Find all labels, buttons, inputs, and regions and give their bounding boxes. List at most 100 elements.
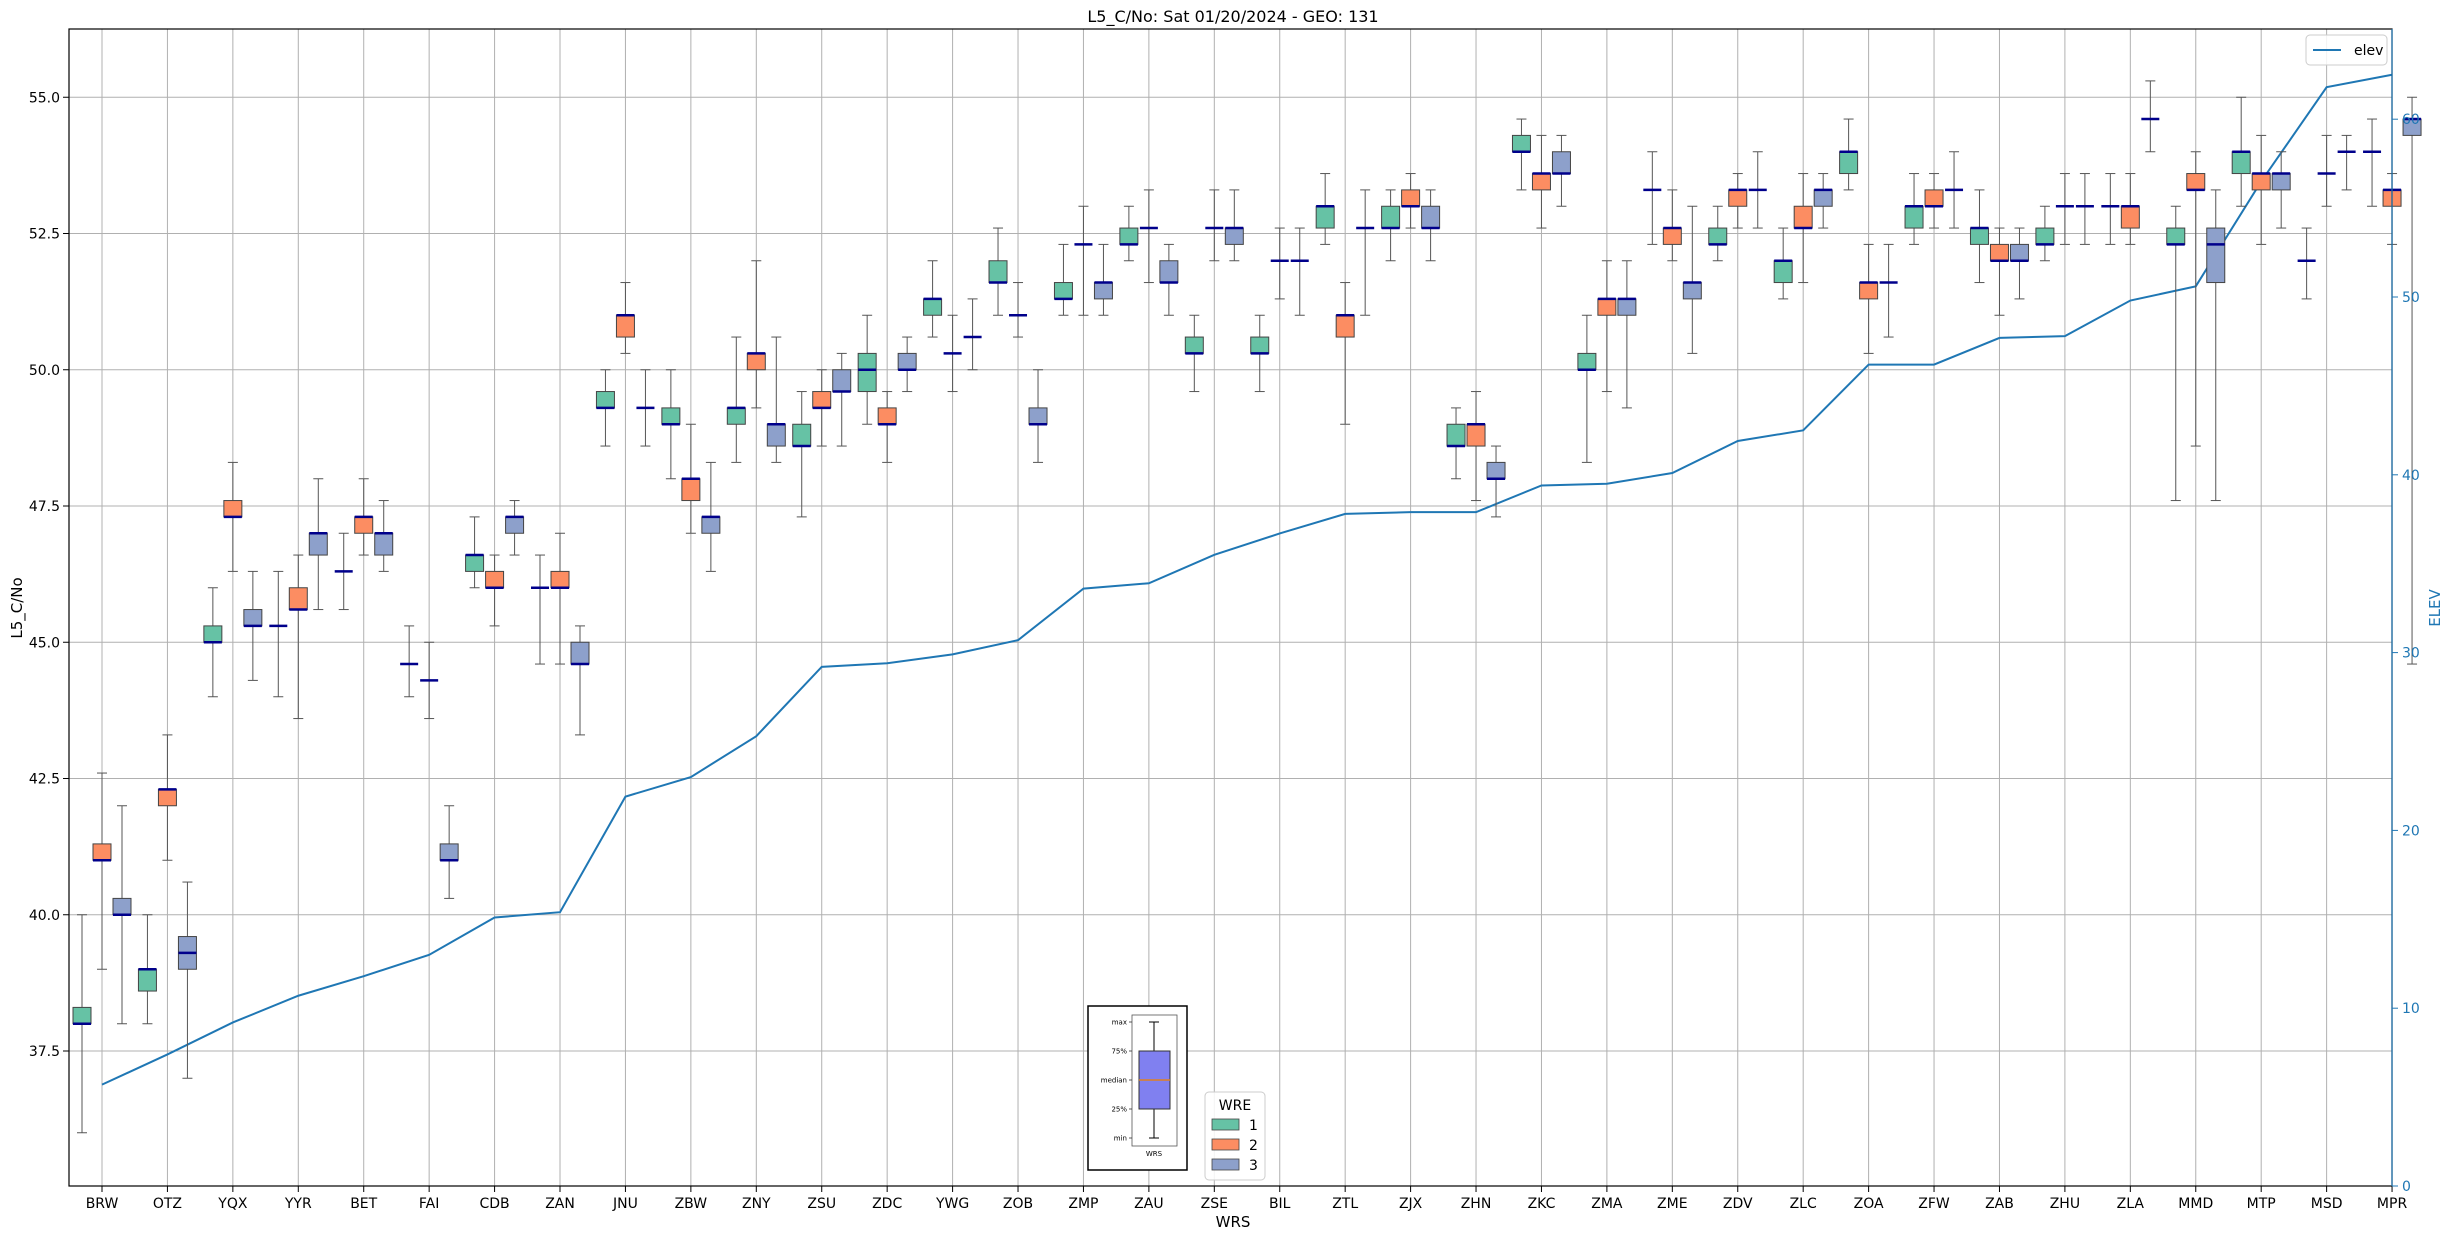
- box-iqr: [1401, 189, 1421, 207]
- box-iqr: [439, 843, 459, 861]
- legend-swatch: [1211, 1118, 1240, 1131]
- elev-line: [101, 73, 2393, 1086]
- x-tick-label: ZHN: [1461, 1196, 1492, 1212]
- x-tick-label: ZOB: [1003, 1196, 1033, 1212]
- box-iqr: [2271, 173, 2291, 191]
- x-tick-label: ZMP: [1068, 1196, 1098, 1212]
- box-iqr: [1466, 423, 1486, 447]
- x-tick-label: ZMA: [1591, 1196, 1623, 1212]
- box-plot-1: [661, 369, 681, 480]
- box-plot-2: [1989, 227, 2009, 316]
- box-plot-2: [1335, 282, 1355, 425]
- box-iqr: [1662, 227, 1682, 245]
- y-tick-label: 40.0: [29, 908, 60, 924]
- box-iqr: [1531, 173, 1551, 191]
- box-plot-3: [766, 336, 786, 463]
- box-plot-2: [485, 554, 505, 627]
- box-plot-3: [1028, 369, 1048, 463]
- box-plot-2: [288, 554, 308, 720]
- y-tick-label: 45.0: [29, 635, 60, 651]
- box-iqr: [1053, 282, 1073, 300]
- box-plot-3: [701, 461, 721, 572]
- elev-legend: elev: [2305, 34, 2388, 66]
- box-plot-1: [1839, 118, 1859, 191]
- box-iqr: [1617, 298, 1637, 316]
- box-iqr: [550, 570, 570, 589]
- box-plot-1: [2297, 227, 2316, 300]
- box-plot-3: [832, 352, 852, 447]
- y2-tick-label: 50: [2402, 290, 2420, 306]
- x-tick-label: ZLC: [1790, 1196, 1817, 1212]
- box-plot-2: [1924, 173, 1944, 229]
- box-plot-2: [1466, 391, 1486, 502]
- box-iqr: [288, 587, 308, 611]
- box-iqr: [570, 641, 590, 665]
- y-axis-right: 0 10 20 30 40 50 60: [2391, 29, 2420, 1195]
- x-tick-label: MTP: [2247, 1196, 2276, 1212]
- x-tick-label: ZAB: [1985, 1196, 2014, 1212]
- box-plot-2: [877, 391, 897, 463]
- box-iqr: [243, 609, 263, 627]
- x-tick-label: ZAU: [1134, 1196, 1163, 1212]
- box-plot-1: [2363, 118, 2382, 207]
- box-iqr: [1813, 189, 1833, 207]
- box-plot-1: [465, 516, 485, 589]
- box-iqr: [1989, 243, 2009, 262]
- box-iqr: [92, 843, 112, 861]
- box-plot-1: [137, 914, 157, 1025]
- x-tick-label: ZKC: [1528, 1196, 1556, 1212]
- box-iqr: [1315, 205, 1335, 229]
- legend-swatch: [1211, 1138, 1240, 1151]
- box-iqr: [1924, 189, 1944, 207]
- elev-series: [101, 73, 2393, 1086]
- box-plot-2: [943, 314, 962, 393]
- box-iqr: [1119, 227, 1139, 245]
- inset-label: max: [1112, 1019, 1127, 1027]
- box-plot-1: [1773, 227, 1793, 300]
- box-iqr: [857, 352, 877, 393]
- box-plot-1: [2166, 205, 2186, 502]
- x-tick-label: ZME: [1657, 1196, 1688, 1212]
- box-iqr: [1224, 227, 1244, 245]
- box-plot-3: [570, 625, 590, 736]
- box-iqr: [2231, 151, 2251, 175]
- box-plot-2: [1205, 189, 1224, 262]
- box-iqr: [615, 314, 635, 338]
- x-tick-label: ZLA: [2117, 1196, 2145, 1212]
- box-iqr: [726, 407, 746, 425]
- box-iqr: [308, 532, 328, 556]
- x-tick-label: ZJX: [1399, 1196, 1423, 1212]
- box-iqr: [1381, 205, 1401, 229]
- legend-label: 2: [1249, 1138, 1258, 1154]
- box-plot-3: [1945, 151, 1964, 229]
- box-plot-1: [857, 314, 877, 425]
- box-plot-3: [1224, 189, 1244, 262]
- x-tick-label: MMD: [2178, 1196, 2213, 1212]
- x-axis: BRW OTZ YQX YYR BET FAI CDB ZAN JNU ZBW ZNY ZSU ZDC Y…: [86, 1186, 2407, 1212]
- box-plot-1: [1315, 173, 1335, 245]
- box-plot-3: [1617, 260, 1637, 409]
- wre-legend: WRE 1 2 3: [1204, 1091, 1266, 1181]
- box-plot-1: [726, 336, 746, 463]
- box-plot-2: [2251, 134, 2271, 245]
- x-tick-label: ZSU: [807, 1196, 836, 1212]
- box-plot-1: [203, 587, 223, 698]
- box-plot-2: [223, 461, 243, 572]
- box-iqr: [792, 423, 812, 447]
- box-plot-1: [1708, 205, 1728, 262]
- box-plot-3: [505, 500, 525, 556]
- box-iqr: [223, 500, 243, 518]
- box-iqr: [832, 369, 852, 393]
- box-plot-3: [1486, 445, 1506, 518]
- box-plot-3: [2075, 173, 2094, 245]
- box-plot-1: [988, 227, 1008, 316]
- x-tick-label: MSD: [2311, 1196, 2343, 1212]
- box-plot-2: [1401, 173, 1421, 229]
- box-plot-3: [112, 805, 132, 1025]
- box-plot-3: [1682, 205, 1702, 354]
- box-plot-2: [354, 478, 374, 556]
- box-plot-3: [1093, 243, 1113, 316]
- box-plot-3: [1879, 243, 1898, 338]
- box-iqr: [1159, 260, 1179, 284]
